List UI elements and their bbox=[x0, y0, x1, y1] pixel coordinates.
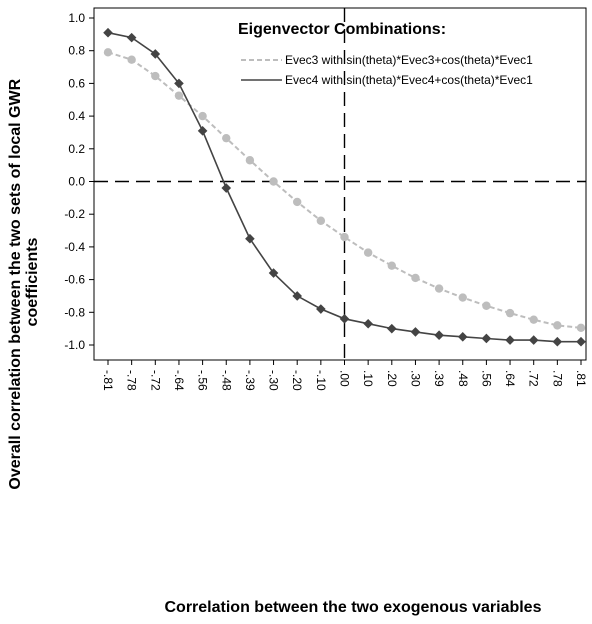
data-point-evec4 bbox=[410, 327, 421, 337]
data-point-evec4 bbox=[245, 233, 255, 244]
data-point-evec3 bbox=[127, 55, 136, 64]
data-point-evec4 bbox=[197, 126, 208, 136]
x-tick-label: -.78 bbox=[125, 370, 139, 391]
data-point-evec3 bbox=[151, 71, 160, 81]
y-axis-title-line-1: Overall correlation between the two sets… bbox=[7, 78, 24, 489]
data-point-evec3 bbox=[411, 273, 420, 283]
x-tick-label: -.48 bbox=[219, 370, 233, 391]
data-point-evec3 bbox=[458, 293, 467, 302]
y-tick-label: 0.2 bbox=[68, 142, 85, 156]
y-tick-label: -0.8 bbox=[64, 305, 85, 319]
legend: Eigenvector Combinations: Evec3 with sin… bbox=[238, 21, 533, 87]
x-tick-label: -.64 bbox=[172, 370, 186, 391]
x-tick-label: .39 bbox=[432, 370, 446, 387]
data-point-evec3 bbox=[553, 321, 562, 330]
x-axis-title: Correlation between the two exogenous va… bbox=[165, 599, 542, 616]
x-tick-label: -.81 bbox=[101, 370, 115, 391]
y-tick-label: -0.6 bbox=[64, 273, 85, 287]
x-tick-label: -.56 bbox=[196, 370, 210, 391]
data-point-evec3 bbox=[293, 197, 302, 207]
legend-title: Eigenvector Combinations: bbox=[238, 21, 446, 38]
y-tick-label: -0.4 bbox=[64, 240, 85, 254]
x-tick-label: -.39 bbox=[243, 370, 257, 391]
x-tick-label: -.72 bbox=[148, 370, 162, 391]
y-axis-title: Overall correlation between the two sets… bbox=[7, 74, 41, 489]
x-tick-label: -.20 bbox=[290, 370, 304, 391]
y-tick-label: 0.4 bbox=[68, 109, 85, 123]
y-axis-title-line-2: coefficients bbox=[24, 237, 41, 326]
data-point-evec4 bbox=[339, 314, 350, 324]
data-point-evec4 bbox=[103, 27, 113, 38]
data-point-evec4 bbox=[363, 318, 373, 329]
data-point-evec3 bbox=[245, 156, 255, 165]
data-point-evec3 bbox=[103, 48, 113, 57]
x-tick-label: .64 bbox=[503, 370, 517, 387]
data-point-evec3 bbox=[316, 216, 326, 225]
x-tick-label: .20 bbox=[385, 370, 399, 387]
data-point-evec4 bbox=[268, 268, 279, 278]
data-point-evec4 bbox=[150, 49, 161, 59]
data-point-evec3 bbox=[174, 91, 184, 100]
y-axis: 1.0 0.8 0.6 0.4 0.2 0.0 -0.2 -0.4 -0.6 -0.8 -1.0 bbox=[64, 11, 94, 352]
data-point-evec3 bbox=[363, 248, 373, 257]
y-tick-label: 1.0 bbox=[68, 11, 85, 25]
x-tick-label: .72 bbox=[527, 370, 541, 387]
x-tick-label: .78 bbox=[550, 370, 564, 387]
data-point-evec3 bbox=[434, 284, 444, 293]
data-point-evec4 bbox=[505, 335, 515, 345]
data-point-evec4 bbox=[528, 335, 539, 345]
data-point-evec3 bbox=[505, 308, 515, 318]
data-point-evec3 bbox=[222, 133, 231, 143]
x-tick-label: .81 bbox=[574, 370, 588, 387]
data-point-evec4 bbox=[126, 32, 137, 43]
y-tick-label: 0.8 bbox=[68, 44, 85, 58]
legend-label-evec3: Evec3 with sin(theta)*Evec3+cos(theta)*E… bbox=[285, 53, 533, 67]
data-point-evec3 bbox=[387, 261, 396, 270]
data-point-evec4 bbox=[387, 323, 397, 334]
series-line-evec3 bbox=[107, 51, 582, 329]
y-tick-label: 0.0 bbox=[68, 175, 85, 189]
data-point-evec4 bbox=[576, 336, 586, 347]
x-tick-label: .10 bbox=[361, 370, 375, 387]
data-point-evec4 bbox=[221, 183, 232, 193]
y-tick-label: -0.2 bbox=[64, 207, 85, 221]
y-tick-label: -1.0 bbox=[64, 338, 85, 352]
x-tick-label: .56 bbox=[479, 370, 493, 387]
x-tick-label: .00 bbox=[338, 370, 352, 387]
data-point-evec4 bbox=[316, 304, 326, 314]
x-tick-label: -.30 bbox=[267, 370, 281, 391]
x-tick-label: .48 bbox=[456, 370, 470, 387]
plot-frame bbox=[93, 7, 587, 361]
data-point-evec4 bbox=[434, 330, 444, 340]
series-group bbox=[103, 27, 586, 347]
legend-label-evec4: Evec4 with sin(theta)*Evec4+cos(theta)*E… bbox=[285, 73, 533, 87]
data-point-evec4 bbox=[174, 78, 184, 89]
data-point-evec3 bbox=[198, 111, 207, 121]
x-axis: -.81 -.78 -.72 -.64 -.56 -.48 -.39 -.30 -.20 -.10… bbox=[101, 360, 588, 391]
x-tick-label: -.10 bbox=[314, 370, 328, 391]
data-point-evec4 bbox=[481, 333, 492, 344]
data-point-evec4 bbox=[292, 291, 302, 301]
data-point-evec4 bbox=[457, 332, 468, 342]
data-point-evec3 bbox=[340, 232, 349, 242]
y-tick-label: 0.6 bbox=[68, 76, 85, 90]
data-point-evec3 bbox=[529, 315, 538, 324]
x-tick-label: .30 bbox=[408, 370, 422, 387]
data-point-evec4 bbox=[552, 336, 563, 347]
data-point-evec3 bbox=[269, 177, 278, 186]
data-point-evec3 bbox=[576, 323, 586, 333]
data-point-evec3 bbox=[482, 301, 491, 310]
